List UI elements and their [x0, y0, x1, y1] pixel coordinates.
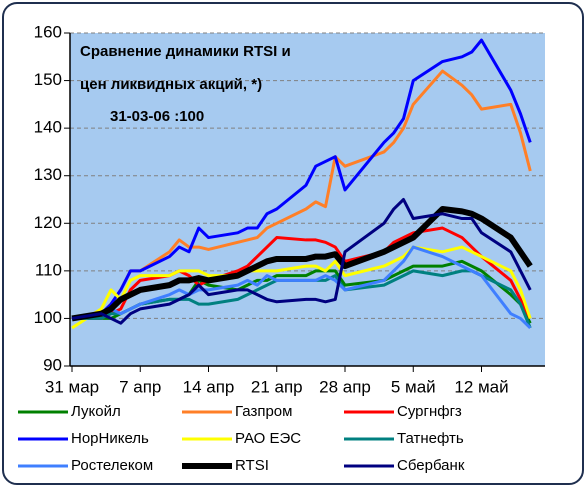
y-tick-label: 110 — [35, 260, 62, 279]
legend-label: Татнефть — [397, 430, 464, 447]
x-tick-label: 31 мар — [45, 377, 99, 396]
series-line — [71, 245, 532, 330]
x-tick-label: 21 апр — [251, 377, 303, 396]
y-tick-label: 160 — [34, 22, 62, 41]
legend-label: Сбербанк — [397, 457, 465, 474]
y-tick-label: 140 — [34, 118, 62, 137]
annotation: цен ликвидных акций, *) — [80, 76, 262, 93]
x-tick-label: 14 апр — [183, 377, 235, 396]
legend: Лукойл Газпром Сургнфгз НорНикель РАО ЕЭС Тат… — [18, 403, 465, 474]
legend-label: РАО ЕЭС — [235, 430, 301, 447]
x-tick-label: 28 апр — [319, 377, 371, 396]
legend-label: Лукойл — [71, 403, 121, 420]
lines — [71, 38, 533, 330]
legend-label: НорНикель — [71, 430, 149, 447]
series-line — [71, 206, 533, 322]
y-tick-label: 130 — [34, 165, 62, 184]
x-tick-label: 5 май — [391, 377, 436, 396]
grid — [64, 32, 545, 372]
y-tick-label: 90 — [43, 355, 62, 374]
y-tick-label: 100 — [34, 308, 62, 327]
x-tick-label: 12 май — [454, 377, 508, 396]
legend-label: RTSI — [235, 457, 269, 474]
series-line — [72, 226, 532, 320]
series-line — [71, 245, 532, 330]
legend-label: Ростелеком — [71, 457, 153, 474]
legend-label: Газпром — [235, 403, 292, 420]
series-line — [71, 198, 532, 325]
y-tick-label: 150 — [34, 70, 62, 89]
annotation: 31-03-06 :100 — [110, 108, 204, 125]
annotation: Сравнение динамики RTSI и — [80, 43, 291, 60]
legend-label: Сургнфгз — [397, 403, 462, 420]
y-tick-label: 120 — [34, 213, 62, 232]
x-tick-label: 7 апр — [119, 377, 161, 396]
series-line — [71, 38, 532, 320]
